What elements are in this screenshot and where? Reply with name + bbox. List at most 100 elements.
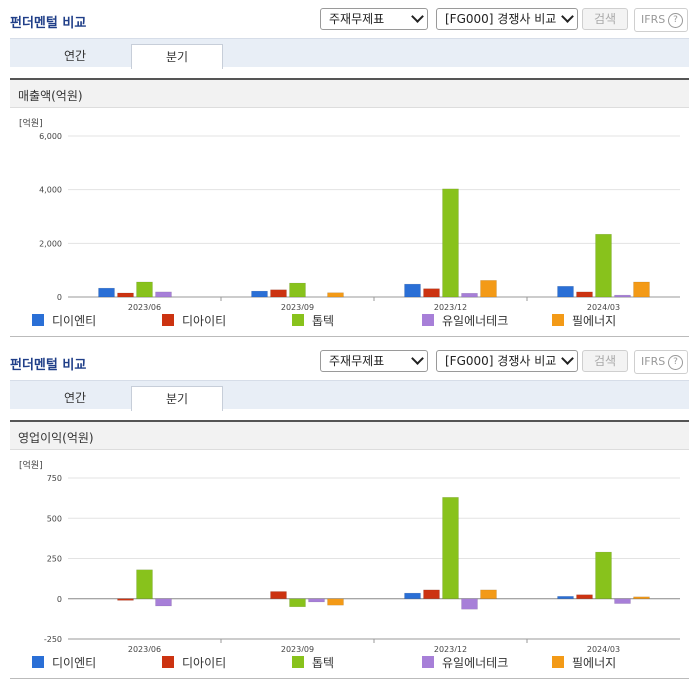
legend-swatch xyxy=(422,314,434,326)
ifrs-label: IFRS xyxy=(641,355,666,368)
bar-디아이티-2024/03[interactable] xyxy=(576,594,593,600)
bar-디이엔티-2023/09[interactable] xyxy=(251,290,268,298)
bar-톱텍-2023/09[interactable] xyxy=(289,282,306,298)
bar-디이엔티-2023/12[interactable] xyxy=(404,592,421,600)
tab-annual[interactable]: 연간 xyxy=(63,391,87,405)
panel-divider xyxy=(10,336,689,337)
section-header: 영업이익(억원) xyxy=(10,420,689,450)
bar-유일에너테크-2023/06[interactable] xyxy=(155,291,172,298)
legend-label: 필에너지 xyxy=(572,314,617,328)
legend-swatch xyxy=(422,656,434,668)
ifrs-label: IFRS xyxy=(641,13,666,26)
bar-톱텍-2023/12[interactable] xyxy=(442,188,459,298)
compare-select[interactable]: [FG000] 경쟁사 비교 xyxy=(436,350,578,372)
bar-톱텍-2023/06[interactable] xyxy=(136,281,153,298)
section-header: 매출액(억원) xyxy=(10,78,689,108)
bar-톱텍-2023/09[interactable] xyxy=(289,598,306,608)
compare-select[interactable]: [FG000] 경쟁사 비교 xyxy=(436,8,578,30)
bar-디아이티-2023/06[interactable] xyxy=(117,292,134,298)
legend-label: 유일에너테크 xyxy=(442,314,509,328)
legend-label: 톱텍 xyxy=(312,656,335,670)
bar-유일에너테크-2023/12[interactable] xyxy=(461,598,478,610)
ifrs-help-button[interactable]: IFRS ? xyxy=(634,350,688,374)
panel-title: 펀더멘털 비교 xyxy=(10,358,87,373)
bar-톱텍-2024/03[interactable] xyxy=(595,551,612,599)
bar-유일에너테크-2024/03[interactable] xyxy=(614,294,631,298)
legend-item[interactable]: 디아이티 xyxy=(162,655,226,671)
legend-item[interactable]: 디이엔티 xyxy=(32,655,96,671)
legend-swatch xyxy=(552,314,564,326)
revenue-panel: 펀더멘털 비교 주재무제표 [FG000] 경쟁사 비교 검색 IFRS ? 연… xyxy=(0,0,696,337)
report-type-value: 주재무제표 xyxy=(329,12,385,26)
bar-필에너지-2023/09[interactable] xyxy=(327,292,344,298)
bar-톱텍-2024/03[interactable] xyxy=(595,233,612,298)
tab-quarterly[interactable]: 분기 xyxy=(131,44,223,69)
chevron-down-icon xyxy=(411,352,424,365)
section-title: 매출액(억원) xyxy=(18,89,83,103)
compare-value: [FG000] 경쟁사 비교 xyxy=(445,354,557,368)
legend-label: 디이엔티 xyxy=(52,314,97,328)
ifrs-help-button[interactable]: IFRS ? xyxy=(634,8,688,32)
x-tick-label: 2023/12 xyxy=(434,645,467,652)
report-type-select[interactable]: 주재무제표 xyxy=(320,350,428,372)
legend-swatch xyxy=(292,656,304,668)
chevron-down-icon xyxy=(411,10,424,23)
legend-item[interactable]: 필에너지 xyxy=(552,655,616,671)
y-tick-label: 2,000 xyxy=(39,239,62,248)
chart-legend: 디이엔티 디아이티 톱텍 유일에너테크 필에너지 xyxy=(0,655,696,673)
bar-필에너지-2023/12[interactable] xyxy=(480,280,497,298)
x-tick-label: 2023/09 xyxy=(281,303,314,310)
bar-톱텍-2023/12[interactable] xyxy=(442,497,459,599)
x-tick-label: 2023/06 xyxy=(128,645,161,652)
bar-디이엔티-2024/03[interactable] xyxy=(557,596,574,600)
search-button[interactable]: 검색 xyxy=(582,350,628,372)
bar-필에너지-2023/09[interactable] xyxy=(327,598,344,606)
legend-item[interactable]: 유일에너테크 xyxy=(422,655,508,671)
bar-디아이티-2024/03[interactable] xyxy=(576,291,593,298)
legend-item[interactable]: 유일에너테크 xyxy=(422,313,508,329)
y-tick-label: 0 xyxy=(57,595,62,604)
legend-item[interactable]: 디이엔티 xyxy=(32,313,96,329)
bar-유일에너테크-2023/12[interactable] xyxy=(461,292,478,298)
bar-디이엔티-2023/06[interactable] xyxy=(98,287,115,298)
bar-디아이티-2023/09[interactable] xyxy=(270,591,287,600)
x-tick-label: 2024/03 xyxy=(587,645,620,652)
search-button[interactable]: 검색 xyxy=(582,8,628,30)
bar-유일에너테크-2023/06[interactable] xyxy=(155,598,172,607)
legend-swatch xyxy=(552,656,564,668)
legend-item[interactable]: 톱텍 xyxy=(292,313,334,329)
legend-item[interactable]: 디아이티 xyxy=(162,313,226,329)
panel-header: 펀더멘털 비교 주재무제표 [FG000] 경쟁사 비교 검색 IFRS ? xyxy=(0,342,696,376)
bar-필에너지-2024/03[interactable] xyxy=(633,596,650,599)
tab-quarterly[interactable]: 분기 xyxy=(131,386,223,411)
bar-디이엔티-2023/12[interactable] xyxy=(404,283,421,298)
panel-header: 펀더멘털 비교 주재무제표 [FG000] 경쟁사 비교 검색 IFRS ? xyxy=(0,0,696,34)
question-icon: ? xyxy=(668,355,683,370)
legend-label: 유일에너테크 xyxy=(442,656,509,670)
bar-필에너지-2024/03[interactable] xyxy=(633,281,650,298)
legend-swatch xyxy=(162,656,174,668)
legend-item[interactable]: 톱텍 xyxy=(292,655,334,671)
y-tick-label: 4,000 xyxy=(39,186,62,195)
legend-item[interactable]: 필에너지 xyxy=(552,313,616,329)
y-tick-label: -250 xyxy=(44,635,62,644)
y-tick-label: 250 xyxy=(47,555,62,564)
period-tabs: 연간 분기 xyxy=(10,380,689,411)
bar-디이엔티-2024/03[interactable] xyxy=(557,286,574,298)
chevron-down-icon xyxy=(561,352,574,365)
bar-유일에너테크-2024/03[interactable] xyxy=(614,598,631,604)
bar-디아이티-2023/12[interactable] xyxy=(423,288,440,298)
report-type-select[interactable]: 주재무제표 xyxy=(320,8,428,30)
bar-유일에너테크-2023/09[interactable] xyxy=(308,598,325,603)
bar-톱텍-2023/06[interactable] xyxy=(136,569,153,599)
bar-디아이티-2023/12[interactable] xyxy=(423,589,440,600)
legend-swatch xyxy=(32,656,44,668)
legend-label: 디아이티 xyxy=(182,314,227,328)
tab-annual[interactable]: 연간 xyxy=(63,49,87,63)
report-type-value: 주재무제표 xyxy=(329,354,385,368)
bar-디아이티-2023/06[interactable] xyxy=(117,598,134,601)
legend-label: 디이엔티 xyxy=(52,656,97,670)
bar-디아이티-2023/09[interactable] xyxy=(270,289,287,298)
x-tick-label: 2024/03 xyxy=(587,303,620,310)
bar-필에너지-2023/12[interactable] xyxy=(480,589,497,600)
